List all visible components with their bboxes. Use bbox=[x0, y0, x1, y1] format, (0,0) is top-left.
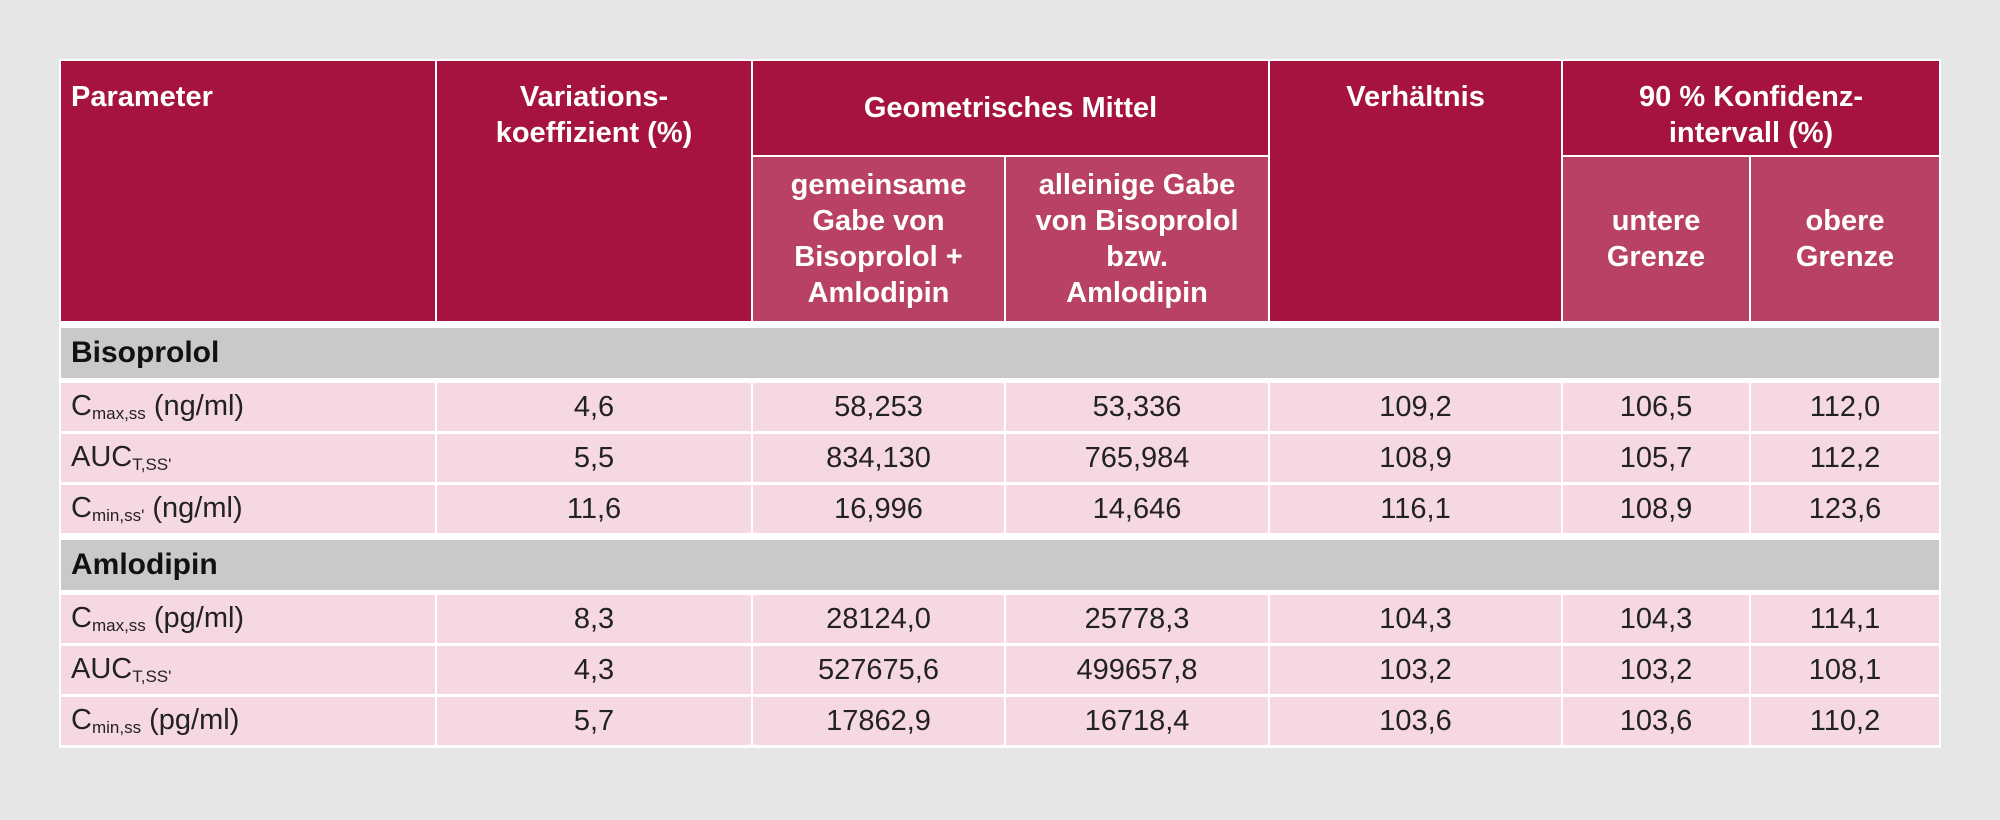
parameter-cell: Cmax,ss (ng/ml) bbox=[59, 379, 437, 434]
combined-cell: 834,130 bbox=[751, 431, 1006, 485]
lower-cell: 104,3 bbox=[1561, 591, 1752, 646]
combined-cell: 28124,0 bbox=[751, 591, 1006, 646]
cv-cell: 4,3 bbox=[435, 643, 753, 697]
combined-cell: 17862,9 bbox=[751, 694, 1006, 748]
table-row: AUCT,SS' 5,5 834,130 765,984 108,9 105,7 112,2 bbox=[59, 431, 1942, 485]
table-row: Cmin,ss (pg/ml) 5,7 17862,9 16718,4 103,6 103… bbox=[59, 694, 1942, 748]
cv-cell: 11,6 bbox=[435, 482, 753, 538]
lower-cell: 106,5 bbox=[1561, 379, 1752, 434]
cv-cell: 5,5 bbox=[435, 431, 753, 485]
table-body: Bisoprolol Cmax,ss (ng/ml) 4,6 58,253 53,336… bbox=[58, 321, 1942, 748]
alone-cell: 16718,4 bbox=[1003, 694, 1271, 748]
header-parameter: Parameter bbox=[59, 59, 437, 326]
header-variation: Variations- koeffizient (%) bbox=[435, 59, 753, 326]
parameter-base: AUC bbox=[71, 441, 133, 473]
alone-cell: 499657,8 bbox=[1003, 643, 1271, 697]
lower-cell: 108,9 bbox=[1561, 482, 1752, 538]
section-row: Amlodipin bbox=[58, 533, 1942, 595]
parameter-unit: (ng/ml) bbox=[145, 390, 245, 422]
lower-cell: 103,2 bbox=[1561, 643, 1752, 697]
lower-cell: 105,7 bbox=[1561, 431, 1752, 485]
table-row: AUCT,SS' 4,3 527675,6 499657,8 103,2 103,2 108… bbox=[59, 643, 1942, 697]
parameter-unit: (ng/ml) bbox=[144, 492, 243, 524]
alone-cell: 25778,3 bbox=[1003, 591, 1271, 646]
table-row: Cmax,ss (ng/ml) 4,6 58,253 53,336 109,2 106,5… bbox=[59, 379, 1942, 434]
parameter-subscript: max,ss bbox=[91, 404, 146, 423]
cv-cell: 8,3 bbox=[435, 591, 753, 646]
cv-cell: 5,7 bbox=[435, 694, 753, 748]
parameter-subscript: T,SS' bbox=[132, 667, 172, 686]
section-row: Bisoprolol bbox=[58, 321, 1942, 383]
parameter-cell: Cmin,ss' (ng/ml) bbox=[59, 482, 437, 538]
upper-cell: 123,6 bbox=[1749, 482, 1942, 538]
ratio-cell: 103,2 bbox=[1268, 643, 1564, 697]
pk-table: Parameter Variations- koeffizient (%) Ge… bbox=[58, 59, 1942, 748]
parameter-cell: Cmin,ss (pg/ml) bbox=[59, 694, 437, 748]
alone-cell: 53,336 bbox=[1003, 379, 1271, 434]
ratio-cell: 108,9 bbox=[1268, 431, 1564, 485]
upper-cell: 112,0 bbox=[1749, 379, 1942, 434]
table-row: Cmin,ss' (ng/ml) 11,6 16,996 14,646 116,1 108… bbox=[59, 482, 1942, 538]
parameter-unit: (pg/ml) bbox=[141, 704, 240, 736]
parameter-subscript: max,ss bbox=[91, 616, 146, 635]
header-ratio: Verhältnis bbox=[1268, 59, 1564, 326]
lower-cell: 103,6 bbox=[1561, 694, 1752, 748]
parameter-base: C bbox=[71, 390, 92, 422]
section-title: Bisoprolol bbox=[58, 321, 1942, 383]
ratio-cell: 104,3 bbox=[1268, 591, 1564, 646]
header-upper: obere Grenze bbox=[1749, 155, 1942, 326]
parameter-cell: AUCT,SS' bbox=[59, 431, 437, 485]
parameter-base: AUC bbox=[71, 653, 133, 685]
upper-cell: 110,2 bbox=[1749, 694, 1942, 748]
header-geometric-mean: Geometrisches Mittel bbox=[750, 59, 1271, 157]
parameter-subscript: min,ss bbox=[91, 718, 142, 737]
combined-cell: 58,253 bbox=[751, 379, 1006, 434]
header-combined: gemeinsame Gabe von Bisoprolol + Amlodip… bbox=[751, 155, 1006, 326]
upper-cell: 112,2 bbox=[1749, 431, 1942, 485]
parameter-subscript: min,ss' bbox=[91, 506, 145, 525]
upper-cell: 114,1 bbox=[1749, 591, 1942, 646]
parameter-base: C bbox=[71, 492, 92, 524]
ratio-cell: 109,2 bbox=[1268, 379, 1564, 434]
ratio-cell: 103,6 bbox=[1268, 694, 1564, 748]
parameter-subscript: T,SS' bbox=[132, 455, 172, 474]
header-lower: untere Grenze bbox=[1561, 155, 1752, 326]
combined-cell: 16,996 bbox=[751, 482, 1006, 538]
parameter-cell: AUCT,SS' bbox=[59, 643, 437, 697]
upper-cell: 108,1 bbox=[1749, 643, 1942, 697]
parameter-base: C bbox=[71, 602, 92, 634]
alone-cell: 765,984 bbox=[1003, 431, 1271, 485]
ratio-cell: 116,1 bbox=[1268, 482, 1564, 538]
parameter-unit: (pg/ml) bbox=[145, 602, 245, 634]
combined-cell: 527675,6 bbox=[751, 643, 1006, 697]
table-row: Cmax,ss (pg/ml) 8,3 28124,0 25778,3 104,3 104… bbox=[59, 591, 1942, 646]
section-title: Amlodipin bbox=[58, 533, 1942, 595]
cv-cell: 4,6 bbox=[435, 379, 753, 434]
alone-cell: 14,646 bbox=[1003, 482, 1271, 538]
parameter-base: C bbox=[71, 704, 92, 736]
header-confidence-interval: 90 % Konfidenz- intervall (%) bbox=[1561, 59, 1942, 157]
parameter-cell: Cmax,ss (pg/ml) bbox=[59, 591, 437, 646]
header-alone: alleinige Gabe von Bisoprolol bzw. Amlod… bbox=[1003, 155, 1271, 326]
